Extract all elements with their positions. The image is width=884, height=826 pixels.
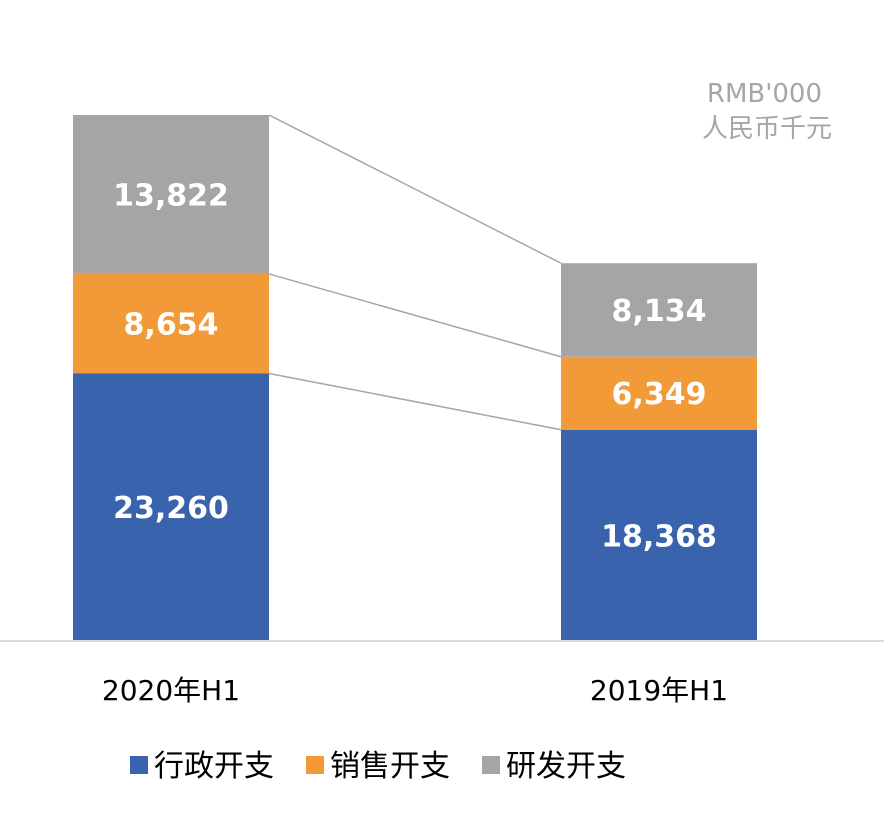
value-labels: 23,260 8,654 13,822 18,368 6,349 8,134 <box>113 178 717 554</box>
unit-label-en: RMB'000 <box>707 79 822 109</box>
bar-segment <box>73 373 269 641</box>
bar-segment <box>561 263 757 357</box>
connector-lines <box>268 114 562 431</box>
data-label: 13,822 <box>113 178 229 213</box>
connector-line <box>268 273 562 358</box>
unit-label-cn: 人民币千元 <box>702 114 832 144</box>
bar-segment <box>561 429 757 641</box>
connector-line <box>268 114 562 264</box>
legend-swatch <box>482 756 500 774</box>
bar-segment <box>561 356 757 430</box>
data-label: 8,134 <box>612 294 707 329</box>
legend-label: 研发开支 <box>506 749 626 784</box>
legend: 行政开支 销售开支 研发开支 <box>130 749 626 784</box>
legend-label: 行政开支 <box>154 749 274 784</box>
legend-label: 销售开支 <box>330 749 450 784</box>
legend-swatch <box>130 756 148 774</box>
data-label: 8,654 <box>124 308 219 343</box>
data-label: 6,349 <box>612 377 707 412</box>
connector-line <box>268 372 562 431</box>
bar-segment <box>73 115 269 274</box>
data-label: 18,368 <box>601 519 717 554</box>
data-label: 23,260 <box>113 491 229 526</box>
legend-swatch <box>306 756 324 774</box>
category-labels: 2020年H1 2019年H1 <box>102 674 728 707</box>
category-label: 2020年H1 <box>102 674 240 707</box>
category-label: 2019年H1 <box>590 674 728 707</box>
bars <box>73 115 757 641</box>
bar-segment <box>73 273 269 374</box>
